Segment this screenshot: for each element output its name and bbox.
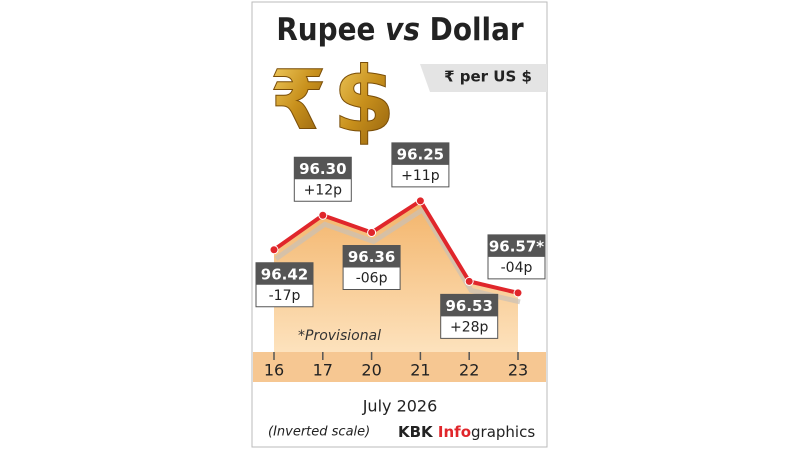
value-label-text: 96.53: [445, 297, 492, 315]
chart-title: Rupee vs Dollar: [276, 12, 524, 48]
title-part: Dollar: [430, 12, 524, 48]
value-label: 96.36 -06p: [342, 245, 401, 290]
value-label: 96.25 +11p: [391, 142, 450, 188]
point: [513, 288, 523, 298]
change-label: +12p: [304, 182, 343, 198]
x-axis-label: July 2026: [362, 397, 438, 416]
x-tick-label: 23: [508, 361, 528, 380]
plot: 96.42 -17p 96.30 +12p 96.36 -06p 96.25 +11p 96.5…: [255, 142, 546, 352]
credit-part: KBK: [398, 423, 438, 441]
label-head: [343, 245, 401, 268]
x-tick-label: 20: [361, 361, 381, 380]
point: [464, 276, 474, 286]
change-label: -06p: [356, 271, 388, 287]
value-label: 96.57* -04p: [487, 234, 546, 280]
credit-part: Info: [438, 423, 471, 441]
subtitle-ribbon: [420, 64, 547, 92]
credit: KBK Infographics: [398, 423, 535, 441]
value-label-text: 96.30: [299, 160, 346, 178]
rupee-symbol: ₹: [269, 53, 326, 148]
change-label: +28p: [450, 319, 489, 335]
value-label: 96.30 +12p: [293, 156, 352, 202]
title-part: Rupee: [276, 12, 375, 48]
line-shadow: [274, 206, 521, 305]
x-tick-label: 22: [459, 361, 479, 380]
value-label-text: 96.25: [397, 145, 444, 163]
x-axis-band: [253, 352, 546, 382]
value-label-text: 96.42: [261, 265, 308, 283]
dollar-symbol: $: [333, 48, 396, 153]
line: [272, 198, 519, 295]
value-label-text: 96.36: [348, 248, 395, 266]
point: [318, 210, 328, 220]
label-head: [440, 294, 498, 317]
change-label: +11p: [401, 168, 440, 184]
title: Rupee vs Dollar: [276, 12, 524, 48]
change-label: -04p: [501, 260, 533, 276]
label-head: [256, 262, 313, 285]
point: [415, 196, 425, 206]
value-label-text: 96.57*: [489, 237, 544, 255]
label-head: [488, 234, 545, 257]
x-tick-label: 16: [264, 361, 284, 380]
value-label: 96.53 +28p: [440, 293, 499, 339]
x-axis: 16 17 20 21 22 23: [264, 352, 528, 380]
subtitle: ₹ per US $: [444, 68, 532, 86]
value-label: 96.42 -17p: [255, 262, 314, 308]
label-head: [294, 157, 352, 180]
scale-note: (Inverted scale): [268, 425, 370, 440]
x-tick-label: 17: [313, 361, 333, 380]
x-tick-label: 21: [410, 361, 430, 380]
change-label: -17p: [269, 288, 301, 304]
point: [269, 245, 279, 255]
point: [367, 228, 377, 237]
label-head: [391, 142, 449, 165]
note: *Provisional: [298, 328, 381, 344]
credit-part: graphics: [471, 423, 535, 441]
title-part: vs: [385, 12, 420, 48]
